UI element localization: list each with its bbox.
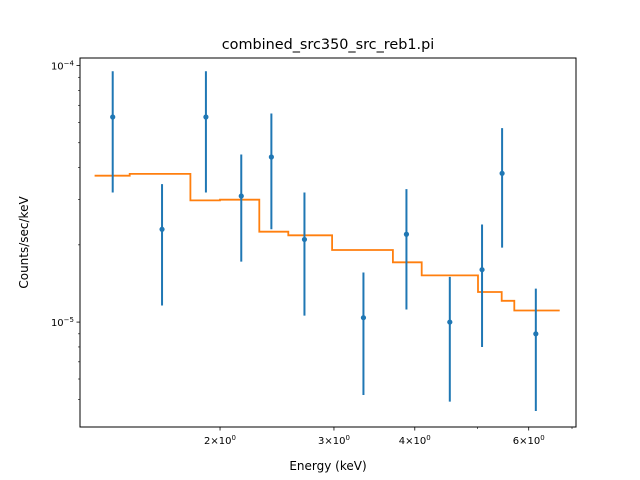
data-point	[360, 315, 367, 321]
data-point	[403, 231, 410, 237]
y-tick-label: 10−4	[51, 60, 75, 73]
y-tick-label: 10−5	[51, 316, 74, 329]
data-point	[533, 331, 539, 337]
data-point	[479, 267, 485, 273]
x-tick-label: 4×100	[399, 434, 431, 447]
x-tick-label: 6×100	[513, 434, 545, 447]
data-point	[159, 226, 165, 232]
x-tick-label: 3×100	[318, 434, 350, 447]
model-step-line	[94, 173, 560, 312]
chart-title: combined_src350_src_reb1.pi	[222, 37, 435, 53]
data-point	[238, 193, 244, 199]
y-axis-label: Counts/sec/keV	[17, 196, 31, 289]
data-point	[447, 319, 453, 325]
x-tick-label: 2×100	[204, 434, 236, 447]
data-point	[499, 170, 505, 176]
data-point	[110, 114, 116, 120]
data-point	[301, 236, 308, 243]
plot-area	[94, 71, 560, 412]
x-axis-label: Energy (keV)	[289, 459, 366, 473]
data-point	[268, 154, 274, 160]
axes-frame	[79, 57, 577, 428]
data-point	[203, 114, 209, 120]
